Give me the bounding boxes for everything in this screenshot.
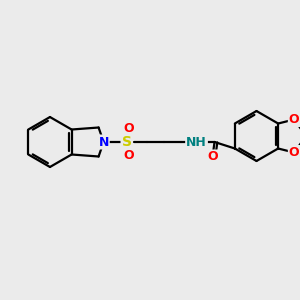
- Text: O: O: [289, 146, 299, 159]
- Text: O: O: [207, 151, 218, 164]
- Text: O: O: [123, 149, 134, 163]
- Text: N: N: [98, 136, 109, 148]
- Text: S: S: [122, 135, 132, 149]
- Text: NH: NH: [186, 136, 207, 148]
- Text: O: O: [123, 122, 134, 134]
- Text: O: O: [289, 113, 299, 126]
